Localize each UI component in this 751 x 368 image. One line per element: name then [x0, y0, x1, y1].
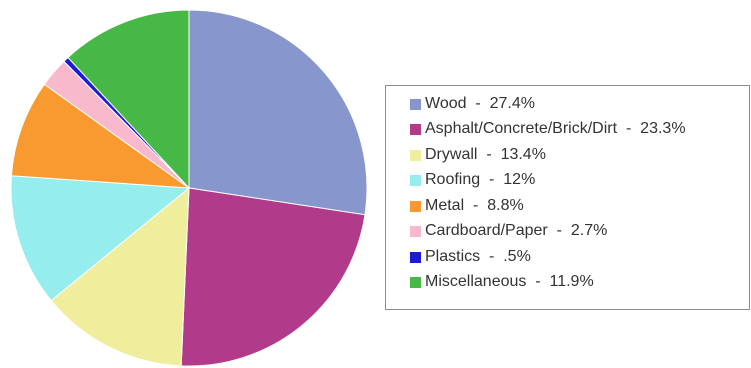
- legend-separator: -: [477, 145, 501, 163]
- legend-separator: -: [466, 94, 490, 112]
- legend-label: Metal: [425, 196, 465, 214]
- legend-label: Drywall: [425, 145, 478, 163]
- legend-item: Wood - 27.4%: [410, 91, 749, 117]
- legend-separator: -: [526, 273, 550, 291]
- legend-item: Metal - 8.8%: [410, 193, 749, 219]
- legend-value: 23.3%: [640, 120, 686, 138]
- pie-slice-miscellaneous: [67, 9, 190, 190]
- legend: Wood - 27.4% Asphalt/Concrete/Brick/Dirt …: [385, 85, 750, 310]
- legend-value: 2.7%: [570, 222, 608, 240]
- legend-swatch: [410, 200, 421, 212]
- legend-swatch: [410, 175, 421, 187]
- legend-separator: -: [480, 171, 504, 189]
- legend-separator: -: [464, 196, 488, 214]
- legend-value: 8.8%: [487, 196, 524, 214]
- legend-separator: -: [617, 120, 641, 138]
- pie-slice-metal: [10, 83, 191, 189]
- legend-item: Plastics - .5%: [410, 244, 749, 270]
- pie-slice-roofing: [10, 175, 191, 302]
- legend-item: Cardboard/Paper - 2.7%: [410, 219, 749, 245]
- legend-separator: -: [547, 222, 571, 240]
- legend-separator: -: [480, 247, 504, 265]
- legend-swatch: [410, 277, 421, 289]
- legend-swatch: [410, 226, 421, 238]
- legend-swatch: [410, 251, 421, 263]
- legend-label: Asphalt/Concrete/Brick/Dirt: [425, 120, 618, 138]
- legend-item: Roofing - 12%: [410, 168, 749, 194]
- legend-value: .5%: [503, 247, 531, 265]
- legend-value: 13.4%: [500, 145, 546, 163]
- legend-item: Miscellaneous - 11.9%: [410, 270, 749, 296]
- legend-swatch: [410, 98, 421, 110]
- legend-label: Miscellaneous: [425, 273, 527, 291]
- legend-value: 27.4%: [489, 94, 535, 112]
- pie-slice-wood: [188, 9, 368, 216]
- legend-label: Cardboard/Paper: [425, 222, 548, 240]
- legend-label: Roofing: [425, 171, 481, 189]
- legend-label: Plastics: [425, 247, 481, 265]
- legend-swatch: [410, 124, 421, 136]
- legend-item: Drywall - 13.4%: [410, 142, 749, 168]
- legend-label: Wood: [425, 94, 467, 112]
- pie-slice-asphalt-concrete-brick-dirt: [180, 187, 366, 367]
- legend-value: 11.9%: [549, 273, 594, 291]
- legend-value: 12%: [503, 171, 536, 189]
- legend-item: Asphalt/Concrete/Brick/Dirt - 23.3%: [410, 117, 749, 143]
- legend-swatch: [410, 149, 421, 161]
- pie-slice-drywall: [50, 186, 190, 367]
